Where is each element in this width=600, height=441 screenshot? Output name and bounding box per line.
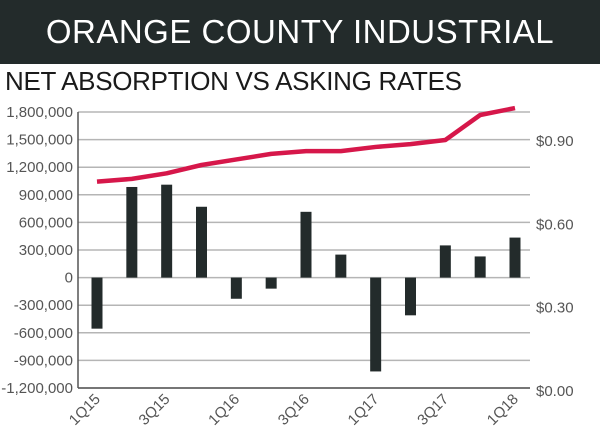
bar-net-absorption — [474, 256, 486, 278]
line-asking-rate — [96, 105, 516, 184]
left-axis-tick-label: 0 — [65, 270, 73, 287]
bar-net-absorption — [91, 277, 103, 329]
bar-net-absorption — [509, 237, 521, 278]
bar-net-absorption — [161, 184, 173, 278]
bar-net-absorption — [230, 277, 242, 299]
chart-banner-title: ORANGE COUNTY INDUSTRIAL — [0, 0, 600, 64]
x-axis-tick-label: 1Q16 — [205, 391, 243, 429]
right-axis-tick-label: $0.90 — [536, 133, 574, 150]
left-axis-tick-label: 1,800,000 — [6, 104, 73, 121]
left-axis-tick-label: 1,200,000 — [6, 159, 73, 176]
x-axis-tick-label: 3Q15 — [136, 391, 174, 429]
left-axis-tick-label: -300,000 — [14, 297, 73, 314]
bar-net-absorption — [405, 277, 416, 316]
left-axis-tick-label: -600,000 — [14, 325, 73, 342]
x-axis-tick-label: 1Q18 — [484, 391, 522, 429]
bar-net-absorption — [126, 186, 138, 278]
left-axis-tick-label: 600,000 — [19, 214, 73, 231]
right-axis-tick-label: $0.00 — [536, 383, 574, 400]
bar-net-absorption — [370, 277, 382, 372]
left-axis-tick-label: -900,000 — [14, 352, 73, 369]
left-axis-tick-label: 900,000 — [19, 187, 73, 204]
right-axis-tick-label: $0.60 — [536, 216, 574, 233]
chart-title: NET ABSORPTION VS ASKING RATES — [5, 66, 462, 96]
x-axis-tick-label: 3Q17 — [414, 391, 452, 429]
left-axis-tick-label: 1,500,000 — [6, 132, 73, 149]
left-axis-tick-label: 300,000 — [19, 242, 73, 259]
right-axis-tick-label: $0.30 — [536, 300, 574, 317]
bar-net-absorption — [300, 211, 312, 278]
x-axis-tick-label: 1Q17 — [345, 391, 383, 429]
bar-net-absorption — [265, 277, 277, 289]
bar-net-absorption — [439, 245, 451, 278]
left-axis-tick-label: -1,200,000 — [1, 380, 73, 397]
bar-net-absorption — [335, 254, 347, 278]
bar-net-absorption — [196, 206, 207, 278]
x-axis-tick-label: 3Q16 — [275, 391, 313, 429]
